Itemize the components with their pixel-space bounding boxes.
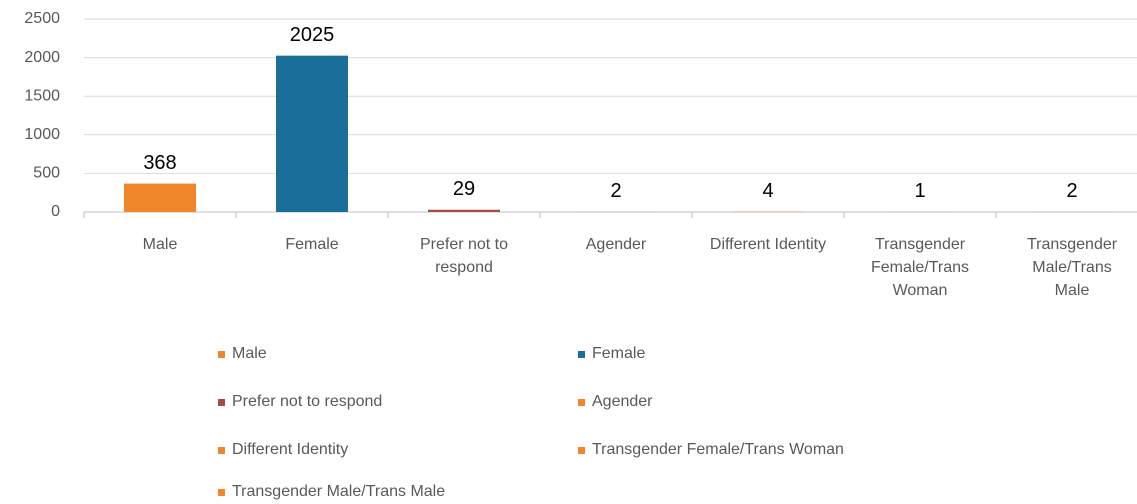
legend-item: Prefer not to respond <box>218 391 382 413</box>
legend-label: Transgender Female/Trans Woman <box>592 441 844 458</box>
legend-label: Agender <box>592 393 653 410</box>
value-label: 29 <box>453 178 475 200</box>
legend-item: Transgender Male/Trans Male <box>218 481 445 503</box>
legend-item: Male <box>218 343 267 365</box>
legend-label: Female <box>592 345 646 362</box>
legend-marker <box>218 398 225 406</box>
value-label: 368 <box>143 152 176 174</box>
x-tick-label: Agender <box>585 236 647 253</box>
y-tick-label: 1000 <box>24 126 60 143</box>
x-tick-label: Prefer not to respond <box>419 236 509 276</box>
value-label: 1 <box>914 180 925 202</box>
legend-marker <box>218 488 225 496</box>
legend-item: Transgender Female/Trans Woman <box>578 439 844 461</box>
legend-label: Prefer not to respond <box>232 393 383 410</box>
value-label: 2025 <box>290 24 335 46</box>
legend-marker <box>218 350 225 358</box>
bar <box>124 183 196 212</box>
value-label: 2 <box>1066 180 1077 202</box>
legend-marker <box>578 350 585 358</box>
legend-marker <box>578 446 585 454</box>
y-tick-label: 500 <box>33 165 60 182</box>
value-label: 2 <box>610 180 621 202</box>
legend-item: Agender <box>578 391 653 413</box>
legend-marker <box>578 398 585 406</box>
legend-marker <box>218 446 225 454</box>
x-tick-label: Different Identity <box>709 236 827 253</box>
x-tick-label: Female <box>285 236 339 253</box>
legend-label: Male <box>232 345 267 362</box>
legend-item: Different Identity <box>218 439 348 461</box>
bar <box>276 55 348 212</box>
legend-label: Transgender Male/Trans Male <box>232 483 446 500</box>
bar <box>428 209 500 212</box>
y-tick-label: 0 <box>51 203 60 220</box>
x-tick-label: Transgender Male/Trans Male <box>1026 236 1118 299</box>
y-tick-label: 2500 <box>24 10 60 27</box>
value-label: 4 <box>762 180 773 202</box>
legend-label: Different Identity <box>232 441 349 458</box>
legend-item: Female <box>578 343 645 365</box>
y-tick-label: 1500 <box>24 87 60 104</box>
y-tick-label: 2000 <box>24 49 60 66</box>
x-tick-label: Male <box>142 236 178 253</box>
x-tick-label: Transgender Female/Trans Woman <box>870 236 970 299</box>
